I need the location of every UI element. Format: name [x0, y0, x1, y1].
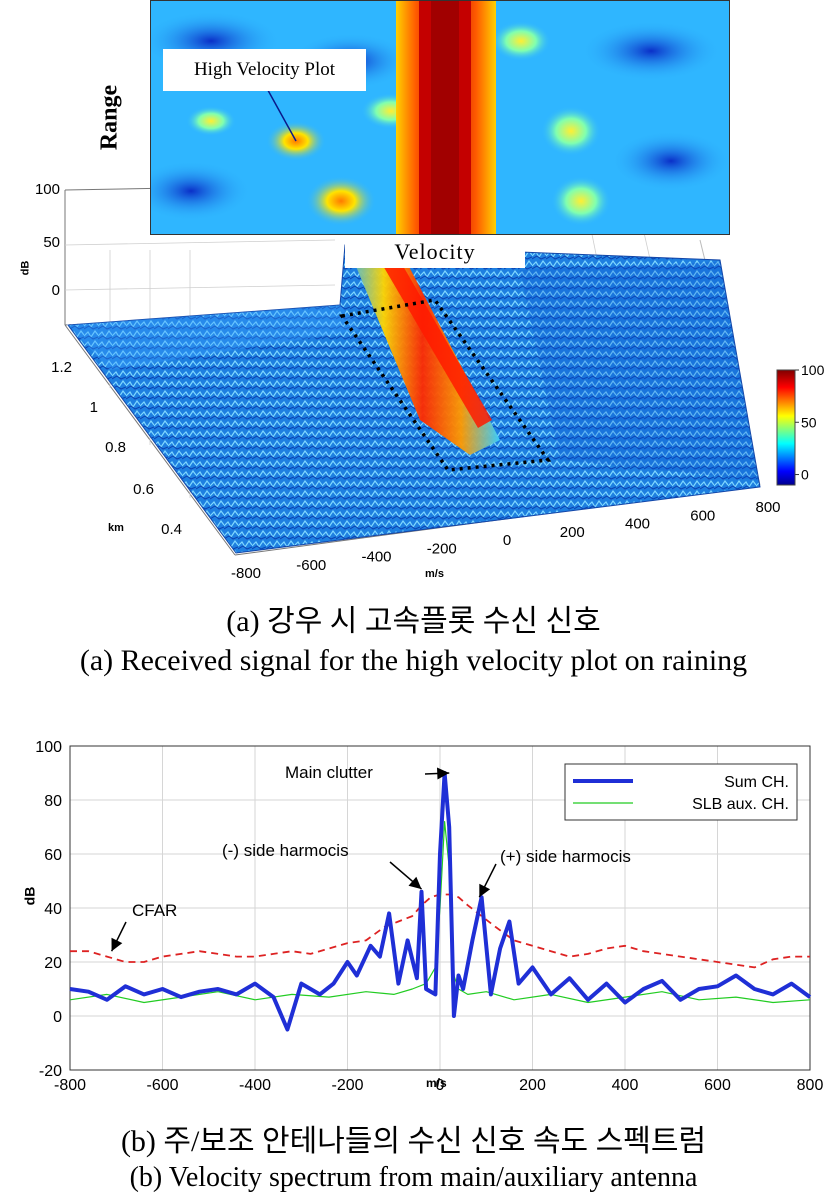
panel-a: 100 50 0 1.2 1 0.8 0.6 0.4 -800 -600 -400 -200 0 20…	[0, 0, 827, 590]
caption-a-ko: (a) 강우 시 고속플롯 수신 신호	[226, 605, 601, 638]
annotation-arrowhead	[437, 767, 450, 780]
x-tick-label: 0	[436, 1077, 445, 1094]
x-tick-label: 600	[690, 507, 715, 524]
surface-shade	[68, 305, 360, 370]
line-chart-ylabel: dB	[21, 886, 38, 906]
x-tick-label: 800	[755, 499, 780, 516]
surface-plot: 100 50 0 1.2 1 0.8 0.6 0.4 -800 -600 -400 -200 0 20…	[35, 181, 825, 582]
y-tick-label: 0.4	[161, 521, 182, 538]
panel-b: -800 -600 -400 -200 0 200 400 600 800 -20 0 20 40 60 8…	[0, 720, 827, 1100]
inset-heatmap: High Velocity Plot	[150, 0, 730, 235]
surface-ylabel: km	[108, 522, 124, 534]
colorbar-tick-label: 100	[801, 362, 825, 378]
inset-heatmap-image	[151, 1, 729, 234]
caption-b-en: (b) Velocity spectrum from main/auxiliar…	[129, 1162, 698, 1193]
x-tick-label: 200	[519, 1077, 546, 1094]
x-tick-label: 0	[503, 532, 511, 549]
surface-shade-2	[520, 262, 758, 480]
annotation-label: Main clutter	[285, 763, 373, 782]
annotation-label: CFAR	[132, 901, 177, 920]
colorbar-tick-label: 50	[801, 414, 817, 430]
y-tick-label: 0	[53, 1009, 62, 1026]
colorbar	[776, 369, 796, 486]
z-tick-label: 0	[52, 282, 60, 299]
y-tick-label: 0.6	[133, 481, 154, 498]
x-tick-label: -400	[361, 549, 391, 566]
y-tick-label: 60	[44, 847, 62, 864]
y-tick-label: 40	[44, 901, 62, 918]
x-tick-label: 200	[560, 524, 585, 541]
annotation-arrowhead	[408, 876, 422, 890]
annotation-arrowhead	[111, 937, 123, 952]
x-tick-label: -200	[427, 540, 457, 557]
annotation-arrowhead	[479, 883, 491, 898]
inset-ylabel: Range	[96, 84, 123, 151]
y-tick-label: 20	[44, 955, 62, 972]
x-tick-label: 400	[612, 1077, 639, 1094]
legend-label: Sum CH.	[724, 774, 789, 791]
x-tick-label: -800	[231, 565, 261, 582]
y-tick-label: -20	[39, 1063, 62, 1080]
x-tick-label: -200	[331, 1077, 363, 1094]
colorbar-tick-label: 0	[801, 467, 809, 483]
x-tick-label: 600	[704, 1077, 731, 1094]
z-tick-label: 100	[35, 181, 60, 198]
x-tick-label: -400	[239, 1077, 271, 1094]
line-chart-xlabel: m/s	[426, 1076, 447, 1090]
y-tick-label: 1	[90, 399, 98, 416]
y-tick-label: 100	[35, 739, 62, 756]
legend-label: SLB aux. CH.	[692, 796, 789, 813]
x-tick-label: -600	[296, 557, 326, 574]
annotation-label: (-) side harmocis	[222, 841, 349, 860]
inset-annotation: High Velocity Plot	[163, 49, 366, 91]
x-tick-label: 800	[797, 1077, 824, 1094]
z-tick-label: 50	[43, 234, 60, 251]
surface-xlabel: m/s	[425, 568, 444, 580]
surface-zlabel: dB	[19, 260, 32, 276]
line-chart: -800 -600 -400 -200 0 200 400 600 800-2002040608…	[35, 739, 824, 1094]
y-tick-label: 80	[44, 793, 62, 810]
inset-xlabel: Velocity	[345, 236, 525, 268]
highlight-box	[339, 298, 552, 472]
clutter-ridge	[345, 240, 500, 455]
caption-b-ko: (b) 주/보조 안테나들의 수신 신호 속도 스펙트럼	[120, 1125, 707, 1158]
x-tick-label: 400	[625, 516, 650, 533]
plot-frame	[69, 745, 811, 1071]
clutter-ridge-core	[368, 240, 492, 428]
annotation-label: (+) side harmocis	[500, 847, 631, 866]
y-tick-label: 0.8	[105, 439, 126, 456]
series-line-0	[69, 771, 812, 1032]
x-tick-label: -600	[146, 1077, 178, 1094]
y-tick-label: 1.2	[51, 359, 72, 376]
legend-box	[564, 763, 798, 821]
caption-a-en: (a) Received signal for the high velocit…	[79, 644, 748, 677]
x-tick-label: -800	[54, 1077, 86, 1094]
